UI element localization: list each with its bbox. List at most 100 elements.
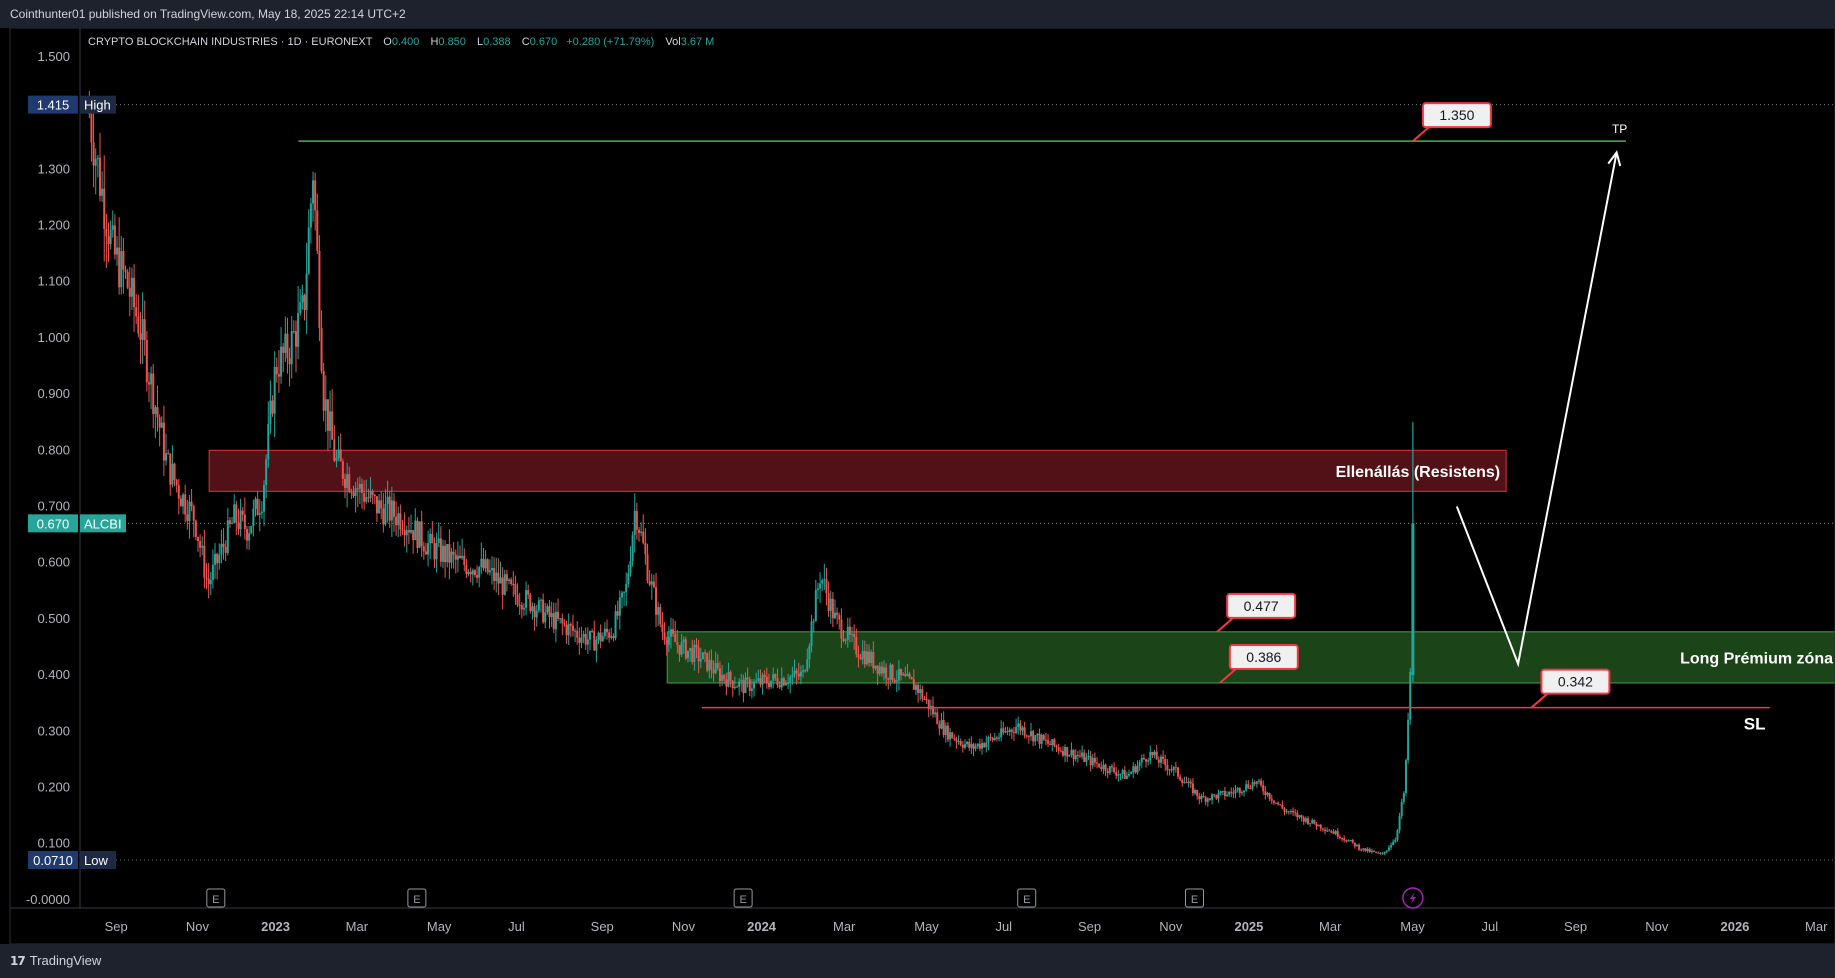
candle bbox=[499, 577, 502, 584]
candle bbox=[390, 500, 393, 521]
candle bbox=[1164, 758, 1167, 765]
candle bbox=[1287, 811, 1290, 813]
candle bbox=[1128, 773, 1131, 776]
candle bbox=[101, 188, 104, 196]
earnings-marker-icon: E bbox=[407, 888, 427, 908]
candle bbox=[173, 463, 176, 481]
candle bbox=[629, 561, 632, 574]
candle bbox=[1093, 757, 1096, 763]
candle bbox=[314, 180, 317, 211]
price-label-value: 0.0710 bbox=[33, 853, 73, 868]
candle bbox=[774, 674, 777, 679]
candle bbox=[1375, 851, 1378, 853]
candle bbox=[427, 543, 430, 555]
candle bbox=[1213, 794, 1216, 796]
candle bbox=[1304, 818, 1307, 822]
candle bbox=[294, 331, 297, 347]
candle bbox=[827, 593, 830, 611]
candle bbox=[1383, 851, 1386, 854]
candle bbox=[473, 570, 476, 576]
candle bbox=[704, 652, 707, 654]
candle bbox=[1017, 723, 1020, 728]
candle bbox=[1338, 836, 1341, 839]
candle bbox=[1087, 756, 1090, 758]
candle bbox=[407, 530, 410, 533]
candle bbox=[1341, 838, 1344, 840]
earnings-marker-text: E bbox=[212, 894, 219, 906]
candle bbox=[322, 370, 325, 411]
candle bbox=[957, 741, 960, 743]
candle bbox=[968, 741, 971, 748]
candle bbox=[309, 203, 312, 228]
candle bbox=[831, 598, 834, 619]
candle bbox=[152, 373, 155, 415]
candle bbox=[375, 496, 378, 514]
candle bbox=[640, 531, 643, 533]
candle bbox=[1068, 755, 1071, 757]
candle bbox=[1038, 733, 1041, 744]
candle bbox=[829, 598, 832, 611]
candle bbox=[1230, 792, 1233, 794]
candle bbox=[1353, 842, 1356, 847]
candle bbox=[795, 670, 798, 674]
candle bbox=[712, 669, 715, 674]
candle bbox=[1272, 800, 1275, 803]
candle bbox=[177, 485, 180, 499]
candle bbox=[1215, 794, 1218, 799]
candle bbox=[1110, 766, 1113, 768]
candle bbox=[661, 624, 664, 633]
candle bbox=[1157, 759, 1160, 763]
candle bbox=[1330, 831, 1333, 833]
candle bbox=[959, 741, 962, 745]
candle bbox=[1347, 840, 1350, 842]
earnings-marker-icon: E bbox=[733, 888, 753, 908]
candle bbox=[797, 673, 800, 677]
candle bbox=[478, 567, 481, 578]
candle bbox=[139, 333, 142, 340]
candle bbox=[608, 632, 611, 638]
candle bbox=[1232, 792, 1235, 794]
candle bbox=[1358, 844, 1361, 850]
candle bbox=[542, 599, 545, 623]
candle bbox=[501, 577, 504, 595]
x-tick-label: Mar bbox=[833, 919, 856, 934]
candle bbox=[188, 501, 191, 522]
candle bbox=[384, 504, 387, 525]
candle bbox=[1104, 764, 1107, 772]
candle bbox=[1370, 850, 1373, 852]
candle bbox=[484, 559, 487, 569]
price-chart[interactable]: Ellenállás (Resistens)Long Prémium zóna … bbox=[0, 28, 1835, 944]
candle bbox=[554, 611, 557, 630]
earnings-marker-box bbox=[1185, 888, 1205, 908]
candle bbox=[154, 407, 157, 415]
candle bbox=[495, 572, 498, 582]
candle bbox=[318, 250, 321, 328]
candle bbox=[616, 611, 619, 616]
resistance-zone-label: Ellenállás (Resistens) bbox=[1336, 464, 1501, 481]
candle bbox=[1362, 848, 1365, 850]
candle bbox=[548, 606, 551, 618]
candle bbox=[363, 492, 366, 502]
candle bbox=[859, 657, 862, 660]
x-tick-label: May bbox=[914, 919, 939, 934]
x-tick-label: Nov bbox=[186, 919, 210, 934]
candle bbox=[520, 605, 523, 610]
candle bbox=[369, 491, 372, 499]
candle bbox=[1000, 728, 1003, 738]
candle bbox=[1032, 731, 1035, 742]
candle bbox=[1002, 728, 1005, 733]
candle bbox=[682, 639, 685, 643]
tradingview-logo[interactable]: 17 TradingView bbox=[10, 953, 101, 968]
candle bbox=[574, 630, 577, 632]
candle bbox=[1355, 844, 1358, 847]
candle bbox=[1106, 771, 1109, 774]
candle bbox=[1343, 838, 1346, 841]
candle bbox=[951, 732, 954, 739]
candle bbox=[910, 677, 913, 680]
candle bbox=[1292, 810, 1295, 813]
candle bbox=[1083, 752, 1086, 762]
candle bbox=[974, 746, 977, 749]
candle bbox=[111, 225, 114, 230]
candle bbox=[525, 590, 528, 608]
candle bbox=[580, 637, 583, 643]
